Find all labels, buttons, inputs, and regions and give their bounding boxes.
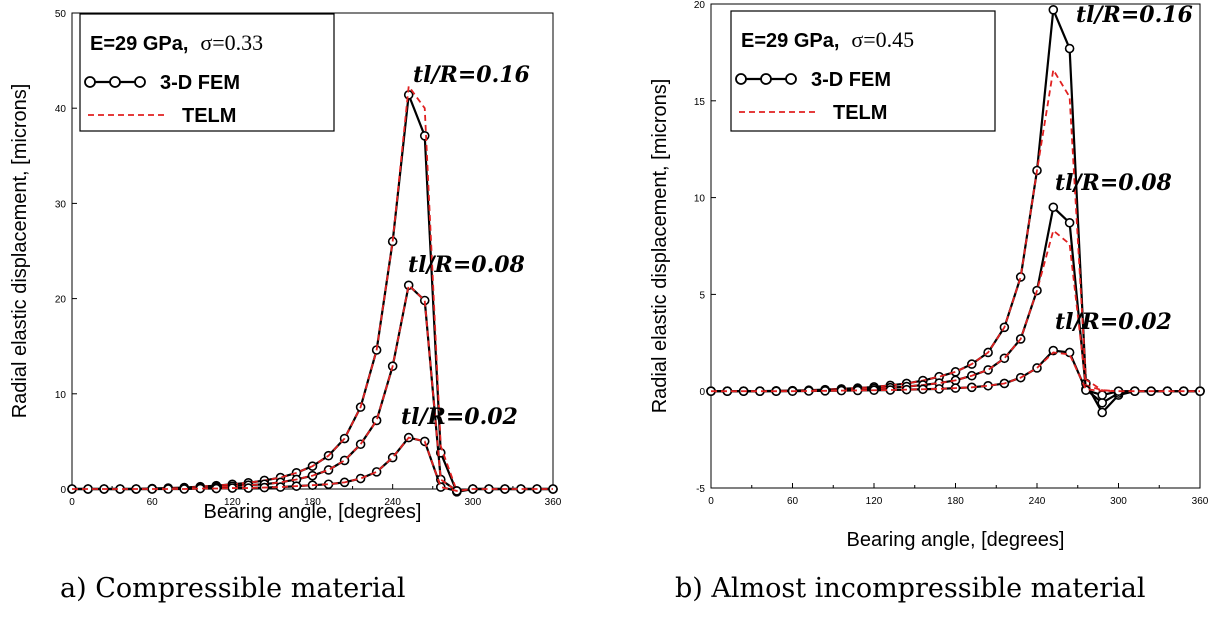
- series-label: tl/R=0.08: [408, 252, 525, 278]
- fem-point: [419, 131, 430, 141]
- series-label: tl/R=0.02: [401, 404, 518, 430]
- x-tick-label: 0: [69, 497, 75, 508]
- y-tick-label: 0: [699, 387, 705, 398]
- y-axis-title: Radial elastic displacement, [microns]: [649, 79, 671, 414]
- series-label: tl/R=0.02: [1055, 309, 1172, 335]
- fem-point: [1097, 390, 1107, 400]
- x-tick-label: 120: [224, 497, 241, 508]
- y-tick-label: 10: [55, 390, 67, 401]
- series-label: tl/R=0.16: [413, 62, 530, 88]
- y-tick-label: 20: [694, 0, 706, 11]
- legend-fem-marker: [84, 76, 96, 88]
- y-tick-label: 40: [55, 104, 67, 115]
- legend-poisson: σ=0.45: [851, 27, 914, 52]
- x-tick-label: 60: [787, 496, 799, 507]
- fem-line-series-1: [72, 94, 553, 494]
- legend-box: [730, 10, 996, 132]
- legend-telm-label: TELM: [833, 102, 887, 124]
- fem-point: [355, 473, 366, 484]
- series-label: tl/R=0.08: [1055, 170, 1172, 196]
- fem-point: [1064, 43, 1075, 54]
- legend-fem-marker: [785, 73, 797, 85]
- series-label: tl/R=0.16: [1076, 2, 1193, 28]
- legend-poisson: σ=0.33: [200, 30, 263, 55]
- x-tick-label: 300: [1110, 496, 1127, 507]
- legend-telm-label: TELM: [182, 105, 236, 127]
- x-tick-label: 60: [147, 497, 159, 508]
- legend-fem-marker: [760, 73, 772, 85]
- fem-line-series-2: [72, 283, 553, 493]
- fem-point: [1097, 398, 1107, 408]
- chart-panel-a: 0 60 120 180 240 300 360 0 10 20 30 40 50 Bearing ang…: [9, 9, 562, 604]
- legend-fem-marker: [109, 76, 121, 88]
- telm-line-series-2: [72, 283, 553, 492]
- y-tick-label: 0: [60, 485, 66, 496]
- y-axis-title: Radial elastic displacement, [microns]: [9, 84, 31, 419]
- telm-line-series-3: [711, 351, 1200, 393]
- y-tick-label: 15: [694, 97, 706, 108]
- fem-point: [1048, 202, 1059, 213]
- y-tick-label: 10: [694, 194, 706, 205]
- legend: E=29 GPa, σ=0.33 3-D FEM TELM: [79, 13, 335, 132]
- x-tick-label: 240: [384, 497, 401, 508]
- panel-caption: a) Compressible material: [60, 573, 406, 604]
- x-axis-title: Bearing angle, [degrees]: [204, 501, 422, 523]
- legend-material: E=29 GPa,: [741, 30, 839, 52]
- y-tick-label: 30: [55, 199, 67, 210]
- fem-point: [1097, 407, 1107, 418]
- legend: E=29 GPa, σ=0.45 3-D FEM TELM: [730, 10, 996, 132]
- legend-fem-label: 3-D FEM: [160, 72, 240, 94]
- y-tick-label: 20: [55, 295, 67, 306]
- y-tick-label: -5: [696, 484, 705, 495]
- x-tick-label: 300: [464, 497, 481, 508]
- fem-point: [435, 482, 446, 492]
- fem-point: [323, 465, 334, 475]
- x-tick-label: 360: [545, 497, 562, 508]
- x-axis-title: Bearing angle, [degrees]: [847, 529, 1065, 551]
- fem-point: [1048, 5, 1059, 15]
- panel-caption: b) Almost incompressible material: [675, 573, 1145, 604]
- x-tick-label: 0: [708, 496, 714, 507]
- x-tick-label: 240: [1029, 496, 1046, 507]
- fem-point: [371, 467, 382, 477]
- fem-point: [1064, 347, 1075, 358]
- x-tick-label: 120: [866, 496, 883, 507]
- x-tick-label: 180: [947, 496, 964, 507]
- legend-fem-label: 3-D FEM: [811, 69, 891, 91]
- legend-fem-marker: [134, 76, 146, 88]
- y-tick-label: 50: [55, 9, 67, 20]
- x-tick-label: 180: [304, 497, 321, 508]
- fem-point: [1064, 217, 1075, 228]
- y-tick-label: 5: [699, 290, 705, 301]
- telm-line-series-1: [72, 83, 553, 492]
- legend-material: E=29 GPa,: [90, 33, 188, 55]
- x-tick-label: 360: [1192, 496, 1209, 507]
- telm-line-series-3: [72, 436, 553, 492]
- legend-fem-marker: [735, 73, 747, 85]
- legend-box: [79, 13, 335, 132]
